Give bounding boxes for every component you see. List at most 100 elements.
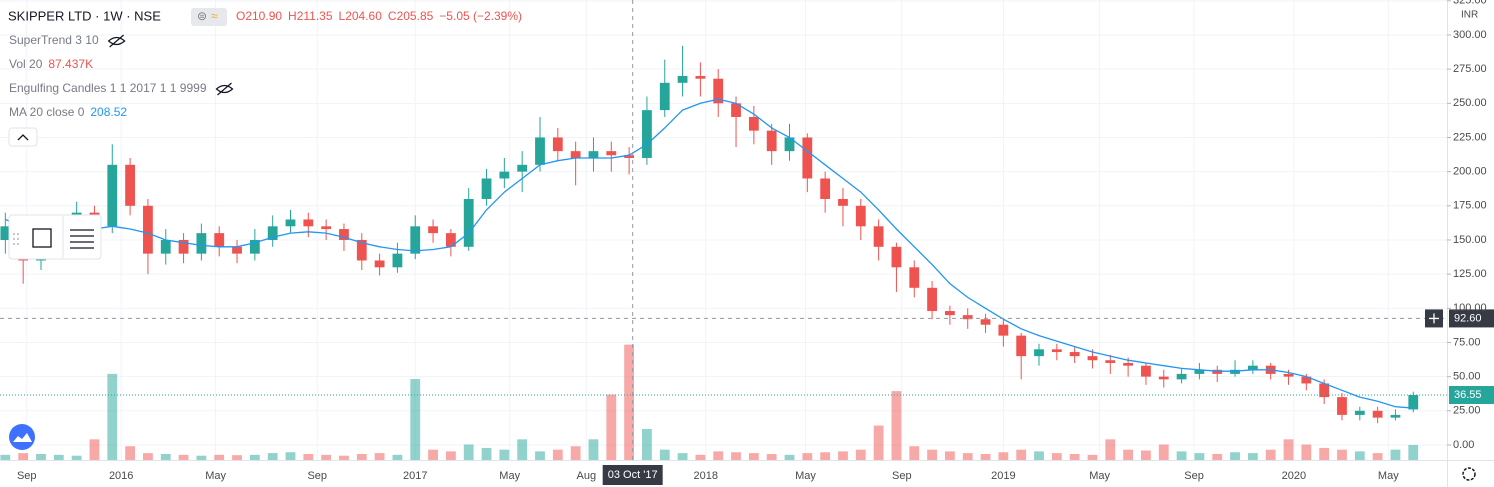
candle-body	[873, 226, 884, 247]
candle-body	[410, 226, 421, 254]
volume-bar	[642, 429, 652, 460]
volume-bar	[1337, 449, 1347, 460]
volume-bar	[107, 373, 118, 460]
toggle-icon: ≈	[211, 9, 218, 23]
candle-body	[125, 164, 135, 206]
volume-bar	[1247, 453, 1258, 460]
candle-body	[356, 239, 367, 261]
candle-body	[1230, 369, 1240, 374]
volume-bar	[1408, 444, 1419, 460]
candle-body	[1016, 335, 1027, 357]
candle-body	[784, 137, 795, 152]
candle-body	[1247, 365, 1258, 370]
volume-bar	[1354, 451, 1365, 460]
volume-bar	[1390, 449, 1401, 460]
volume-bar	[1069, 453, 1080, 460]
logo[interactable]	[9, 424, 35, 450]
candle-body	[481, 178, 492, 199]
candle-body	[695, 75, 706, 79]
x-tick-label: May	[1378, 470, 1399, 482]
ohlc-value: L204.60	[339, 9, 383, 23]
volume-bar	[517, 439, 528, 460]
candle-body	[1105, 360, 1116, 363]
candle-body	[748, 116, 759, 131]
candle-body	[713, 78, 724, 104]
toggle-buttons[interactable]	[191, 8, 227, 26]
volume-bar	[356, 453, 367, 460]
crosshair-price-box	[1449, 309, 1494, 328]
candle-body	[1354, 410, 1365, 415]
y-tick-label: 150.00	[1453, 234, 1487, 246]
x-tick-label: Sep	[17, 470, 37, 482]
y-tick-label: 325.00	[1453, 0, 1487, 7]
y-tick-label: 225.00	[1453, 131, 1487, 143]
rect-tool[interactable]	[32, 228, 52, 248]
candle-body	[214, 233, 225, 247]
candle-body	[927, 287, 937, 312]
candle-body	[445, 233, 456, 247]
candle-body	[160, 239, 171, 254]
indicator-value: 208.52	[90, 105, 127, 119]
ohlc-value: O210.90	[236, 9, 282, 23]
x-tick-label: 2016	[109, 470, 133, 482]
candle-body	[945, 311, 955, 316]
candle-body	[1194, 369, 1205, 374]
symbol-title: SKIPPER LTD · 1W · NSE	[8, 8, 161, 23]
candle-body	[1123, 362, 1134, 366]
candle-body	[606, 151, 617, 156]
candle-body	[535, 137, 545, 165]
candle-body	[570, 151, 581, 158]
x-tick-label: May	[795, 470, 816, 482]
toolbar-box	[8, 214, 102, 260]
candle-body	[1034, 349, 1044, 357]
volume-bar	[445, 451, 456, 460]
volume-bar	[321, 454, 332, 460]
collapse-button[interactable]	[8, 127, 38, 147]
volume-bar	[36, 453, 46, 460]
hidden-icon[interactable]	[107, 34, 126, 48]
indicator-name: MA 20 close 0	[9, 105, 85, 119]
volume-bar	[71, 455, 82, 460]
candle-body	[232, 246, 242, 254]
volume-bar	[1034, 451, 1044, 460]
candle-body	[659, 82, 670, 111]
grid	[0, 0, 1447, 460]
candle-body	[428, 226, 438, 234]
volume-bar	[677, 453, 688, 460]
candle-body	[463, 198, 474, 247]
volume-bar	[838, 451, 848, 460]
settings-gear[interactable]	[1462, 467, 1476, 481]
volume-bar	[1265, 449, 1276, 460]
volume-bar	[891, 391, 902, 460]
volume-bar	[606, 394, 617, 460]
volume-bar	[1194, 453, 1205, 460]
candle-body	[339, 229, 349, 240]
hidden-icon[interactable]	[215, 82, 234, 96]
candle-body	[0, 226, 11, 240]
candle-body	[731, 103, 741, 117]
volume-bar	[214, 454, 225, 460]
volume-bar	[802, 453, 813, 460]
volume-bar	[731, 452, 741, 460]
candle-body	[1283, 373, 1294, 377]
candle-body	[588, 151, 599, 158]
candle-body	[1319, 383, 1330, 398]
volume-bar	[962, 453, 973, 460]
volume-bar	[53, 454, 64, 460]
ohlc-value: H211.35	[288, 9, 333, 23]
last-price-label: 36.55	[1454, 389, 1482, 401]
volume-bar	[339, 455, 349, 460]
volume-bar	[1319, 447, 1330, 460]
candle-body	[909, 267, 920, 288]
candle-body	[552, 137, 563, 152]
volume-bar	[1301, 444, 1312, 460]
volume-bar	[125, 446, 135, 460]
candle-body	[1301, 376, 1312, 384]
volume-bar	[89, 439, 100, 460]
candle-body	[1051, 349, 1062, 353]
volume-bar	[1212, 453, 1223, 460]
settings-tool[interactable]	[70, 229, 94, 249]
drag-handle[interactable]	[13, 233, 19, 245]
volume-bar	[535, 451, 545, 460]
